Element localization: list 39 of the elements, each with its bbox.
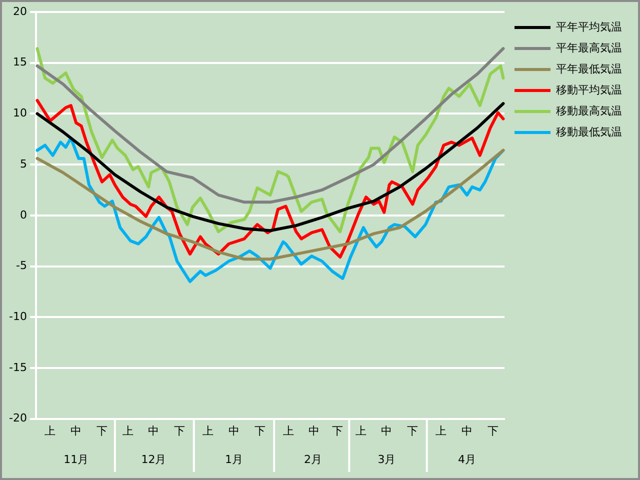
y-tick-label: -10 [9, 310, 27, 323]
y-tick-label: -5 [16, 259, 27, 272]
text: 12月 [141, 452, 166, 466]
y-tick-label: 0 [20, 208, 27, 222]
x-tick-label: 中 [70, 424, 82, 438]
legend-label: 移動平均気温 [556, 83, 622, 96]
x-tick-label: 上 [202, 424, 214, 438]
x-tick-label: 上 [282, 424, 294, 438]
x-tick-label: 下 [332, 424, 344, 438]
x-tick-label: 上 [44, 424, 56, 438]
x-tick-label: 中 [461, 424, 472, 438]
legend-label: 平年平均気温 [556, 20, 622, 34]
x-tick-label: 中 [308, 424, 320, 438]
x-tick-label: 下 [174, 424, 186, 438]
x-tick-label: 中 [228, 424, 240, 438]
y-tick-label: 10 [12, 106, 27, 120]
y-tick-label: 5 [20, 157, 27, 170]
x-tick-label: 中 [148, 424, 160, 438]
legend-label: 平年最高気温 [556, 41, 622, 54]
y-tick-label: 20 [12, 4, 27, 18]
y-tick-label: -20 [9, 412, 27, 425]
x-tick-label: 下 [96, 424, 108, 438]
text: 11月 [64, 452, 89, 466]
x-tick-label: 下 [254, 424, 266, 438]
x-tick-label: 上 [436, 424, 447, 438]
text: 3月 [378, 452, 396, 466]
x-tick-label: 上 [122, 424, 134, 438]
legend-label: 移動最高気温 [556, 104, 622, 118]
x-tick-label: 下 [487, 424, 498, 438]
text: 4月 [458, 452, 476, 466]
x-tick-label: 下 [407, 424, 418, 438]
text: 2月 [304, 452, 322, 466]
x-tick-label: 中 [381, 424, 392, 438]
legend-label: 平年最低気温 [556, 62, 622, 76]
x-tick-label: 上 [355, 424, 366, 438]
text: 1月 [224, 452, 243, 466]
y-tick-label: -15 [9, 360, 27, 374]
legend-label: 移動最低気温 [556, 125, 622, 138]
y-tick-label: 15 [12, 56, 27, 69]
